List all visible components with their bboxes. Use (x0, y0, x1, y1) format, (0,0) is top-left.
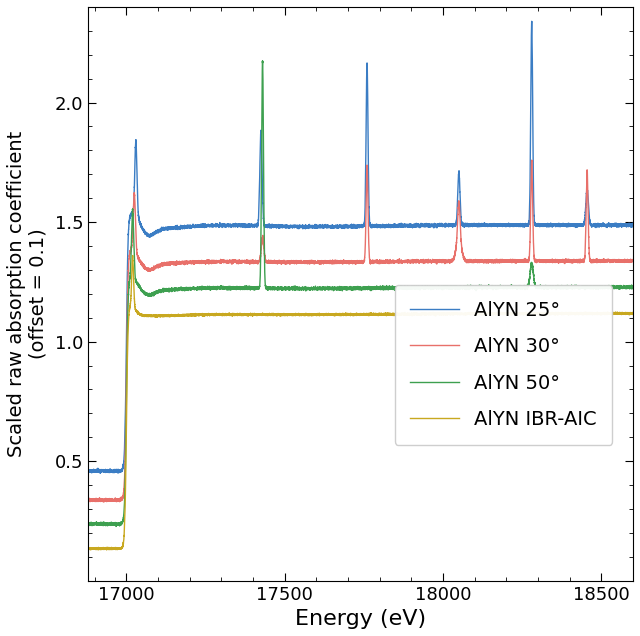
AlYN IBR-AIC (225, 311, 233, 319)
AlYN 50° (364, 286, 371, 293)
Line: AlYN 30°: AlYN 30° (88, 160, 633, 502)
AlYN 30° (84, 495, 92, 503)
AlYN 30° (629, 257, 637, 265)
AlYN 50° (84, 521, 92, 529)
AlYN 25° (371, 222, 379, 230)
Line: AlYN IBR-AIC: AlYN IBR-AIC (88, 256, 633, 550)
AlYN 25° (113, 467, 121, 475)
AlYN 25° (165, 225, 173, 232)
AlYN IBR-AIC (113, 545, 121, 553)
AlYN IBR-AIC (629, 310, 637, 318)
AlYN 30° (225, 256, 233, 264)
Legend: AlYN 25°, AlYN 30°, AlYN 50°, AlYN IBR-AIC: AlYN 25°, AlYN 30°, AlYN 50°, AlYN IBR-A… (394, 285, 612, 445)
Line: AlYN 50°: AlYN 50° (88, 61, 633, 527)
AlYN 50° (112, 523, 120, 530)
AlYN 30° (99, 498, 107, 506)
X-axis label: Energy (eV): Energy (eV) (295, 609, 426, 629)
AlYN 25° (225, 221, 233, 229)
AlYN IBR-AIC (364, 311, 371, 319)
AlYN 50° (225, 285, 233, 293)
AlYN 30° (364, 163, 371, 171)
AlYN 30° (416, 258, 424, 265)
AlYN 30° (165, 260, 173, 268)
AlYN 50° (629, 283, 637, 291)
AlYN 30° (113, 496, 121, 504)
AlYN 50° (416, 284, 424, 291)
AlYN 30° (528, 156, 536, 164)
Y-axis label: Scaled raw absorption coefficient
(offset = 0.1): Scaled raw absorption coefficient (offse… (7, 130, 48, 457)
AlYN IBR-AIC (416, 310, 424, 317)
AlYN 50° (113, 519, 121, 527)
AlYN 25° (84, 467, 92, 474)
AlYN IBR-AIC (129, 252, 136, 259)
AlYN 50° (259, 57, 266, 65)
AlYN 25° (629, 222, 637, 230)
AlYN IBR-AIC (165, 312, 173, 319)
AlYN 25° (364, 64, 371, 72)
AlYN 25° (528, 18, 536, 25)
AlYN IBR-AIC (84, 544, 92, 552)
AlYN 50° (371, 285, 379, 293)
AlYN IBR-AIC (371, 310, 379, 318)
AlYN 25° (97, 469, 104, 477)
AlYN 30° (371, 258, 379, 266)
AlYN IBR-AIC (94, 546, 102, 553)
AlYN 25° (416, 223, 424, 230)
Line: AlYN 25°: AlYN 25° (88, 22, 633, 473)
AlYN 50° (165, 285, 173, 293)
